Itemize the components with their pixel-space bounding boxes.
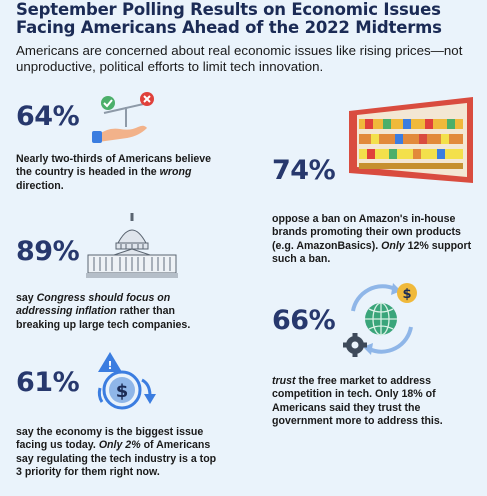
page-subtitle: Americans are concerned about real econo… xyxy=(16,43,463,74)
stat-desc-64: Nearly two-thirds of Americans believe t… xyxy=(16,153,212,192)
scale-hand-icon xyxy=(90,89,170,150)
stat-desc-66: trust the free market to address competi… xyxy=(272,375,443,428)
dollar-decline-icon: ! $ xyxy=(92,350,164,421)
stat-value-89: 89% xyxy=(16,236,80,267)
svg-text:!: ! xyxy=(107,359,112,372)
store-shelf-icon xyxy=(343,97,481,190)
svg-text:$: $ xyxy=(402,287,411,302)
svg-text:$: $ xyxy=(116,381,129,402)
stat-desc-74: oppose a ban on Amazon's in-house brands… xyxy=(272,213,472,266)
stat-desc-89: say Congress should focus on addressing … xyxy=(16,292,191,331)
stat-value-61: 61% xyxy=(16,367,80,398)
stat-desc-61: say the economy is the biggest issue fac… xyxy=(16,426,217,479)
stat-value-74: 74% xyxy=(272,155,336,186)
globe-gear-dollar-icon: $ xyxy=(341,281,423,366)
stat-value-64: 64% xyxy=(16,101,80,132)
capitol-building-icon xyxy=(86,213,178,284)
page-title: September Polling Results on Economic Is… xyxy=(16,0,442,37)
stat-value-66: 66% xyxy=(272,305,336,336)
